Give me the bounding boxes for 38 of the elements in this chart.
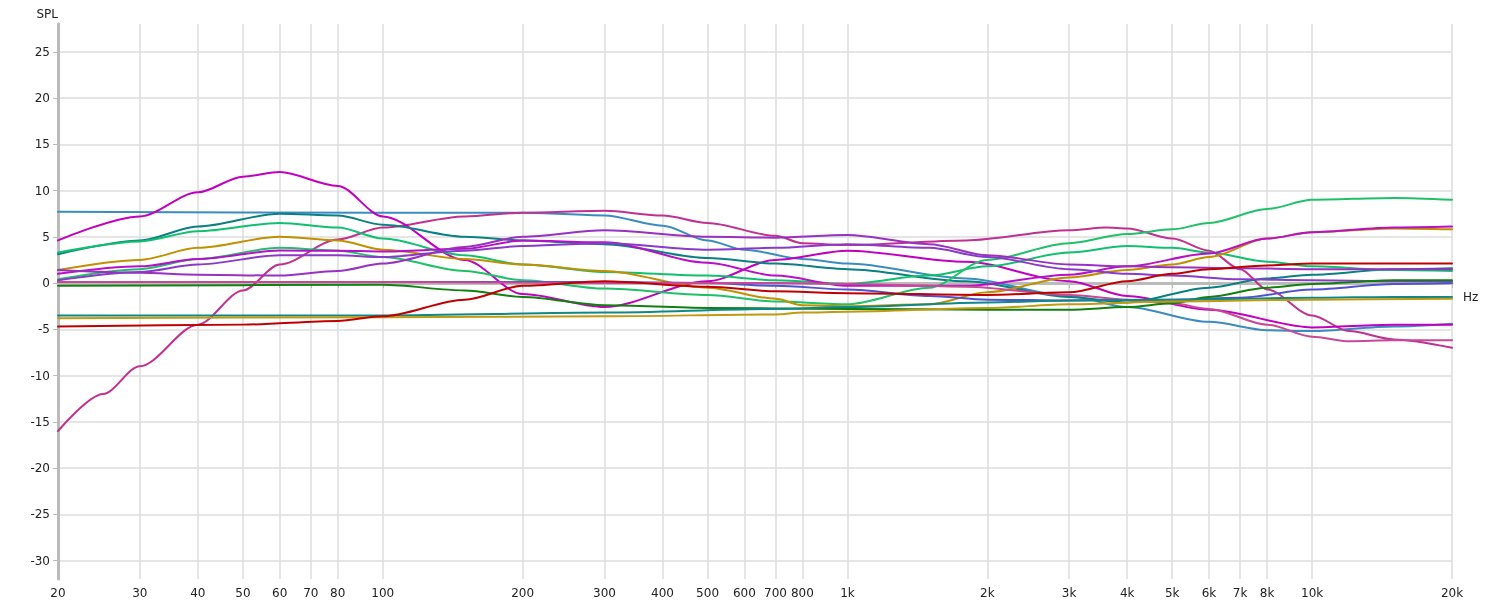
x-tick-label: 3k	[1061, 586, 1077, 600]
x-tick-label: 5k	[1164, 586, 1180, 600]
x-tick-label: 400	[651, 586, 674, 600]
x-tick-label: 100	[371, 586, 395, 600]
x-tick-label: 300	[593, 586, 616, 600]
x-tick-label: 60	[272, 586, 288, 600]
x-tick-label: 800	[790, 586, 814, 600]
x-tick-label: 7k	[1232, 586, 1248, 600]
x-tick-label: 6k	[1201, 586, 1217, 600]
x-tick-label: 700	[764, 586, 787, 600]
x-tick-label: 50	[235, 586, 251, 600]
x-tick-label: 70	[303, 586, 319, 600]
y-tick-label: 10	[34, 183, 50, 198]
x-tick-label: 8k	[1259, 586, 1275, 600]
x-tick-label: 500	[696, 586, 720, 600]
y-tick-label: 0	[42, 276, 50, 290]
y-tick-label: -20	[30, 461, 50, 475]
x-tick-label: 200	[511, 586, 535, 600]
x-tick-label: 2k	[980, 586, 995, 600]
x-axis-title: Hz	[1463, 290, 1479, 304]
x-tick-label: 30	[132, 586, 148, 600]
x-tick-label: 10k	[1301, 586, 1324, 600]
x-tick-label: 80	[330, 586, 346, 600]
y-tick-label: -10	[30, 368, 50, 383]
y-tick-label: -15	[30, 414, 50, 429]
y-tick-label: 25	[34, 44, 50, 59]
y-tick-label: 15	[34, 137, 50, 152]
x-tick-label: 600	[732, 586, 756, 600]
y-tick-label: -5	[38, 322, 50, 337]
y-tick-label: 5	[42, 229, 50, 244]
y-tick-label: 20	[34, 91, 50, 105]
y-axis-title: SPL	[36, 7, 59, 21]
x-tick-label: 1k	[840, 586, 855, 600]
x-tick-label: 20k	[1440, 586, 1464, 600]
y-tick-label: -30	[30, 553, 50, 568]
x-tick-label: 4k	[1119, 586, 1135, 600]
x-tick-label: 40	[190, 586, 206, 600]
y-tick-label: -25	[30, 507, 50, 522]
